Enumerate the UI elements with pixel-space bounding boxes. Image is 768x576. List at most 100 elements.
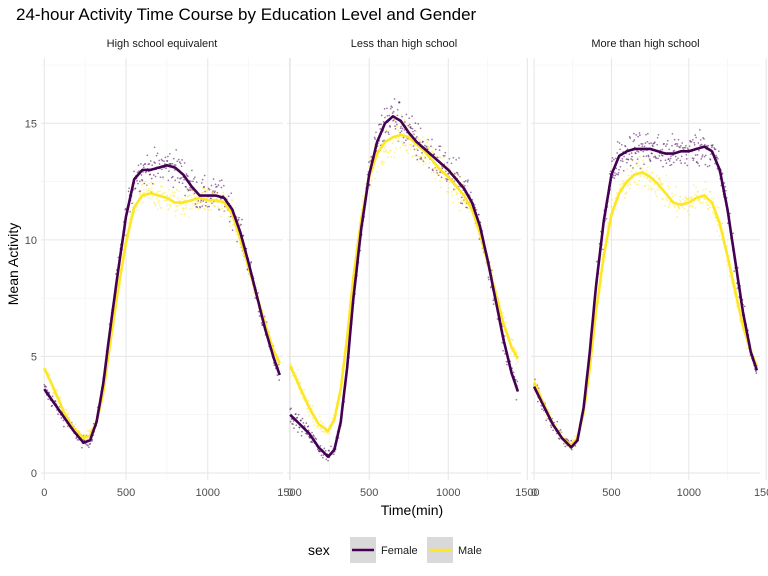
data-point [204,204,207,207]
data-point [642,162,645,164]
data-point [681,206,684,209]
data-point [468,208,470,210]
data-point [426,141,429,144]
data-point [626,161,628,164]
data-point [47,398,50,401]
data-point [319,450,321,453]
data-point [322,456,324,459]
data-point [278,367,281,369]
data-point [219,180,221,182]
data-point [665,174,668,177]
data-point [148,163,151,165]
data-point [328,449,330,452]
data-point [229,219,232,221]
data-point [634,170,637,173]
data-point [300,434,303,437]
data-point [696,154,699,156]
data-point [217,184,220,186]
data-point [646,132,649,135]
data-point [704,198,706,201]
data-point [659,179,662,181]
data-point [666,199,669,201]
data-point [671,144,673,147]
data-point [62,419,65,422]
data-point [697,162,699,165]
data-point [332,453,335,456]
data-point [636,165,639,167]
data-point [466,206,468,209]
data-point [76,439,79,441]
data-point [439,179,441,182]
data-point [151,164,154,167]
data-point [322,454,325,456]
data-point [410,127,412,130]
data-point [691,138,694,141]
data-point [380,123,383,126]
data-point [571,438,574,441]
data-point [715,154,717,157]
data-point [75,427,78,430]
smooth-line-male [43,191,281,440]
data-point [666,143,668,145]
data-point [173,169,176,171]
data-point [662,183,664,185]
data-point [676,145,678,147]
data-point [127,190,130,193]
data-point [629,183,632,186]
data-point [145,188,148,191]
data-point [155,154,158,157]
data-point [667,158,670,160]
data-point [427,138,430,141]
data-point [78,429,80,432]
data-point [701,154,704,156]
data-point [655,188,658,191]
data-point [698,149,700,152]
data-point [645,133,647,136]
data-point [416,149,419,152]
data-point [692,157,695,160]
data-point [396,140,399,142]
data-point [430,145,432,148]
data-point [403,119,406,122]
data-point [201,187,204,190]
data-point [717,223,719,226]
data-point [164,191,166,194]
data-point [202,203,205,206]
data-point [379,128,382,130]
data-point [679,201,682,203]
data-point [237,218,240,221]
data-point [633,139,636,141]
data-point [710,153,712,155]
data-point [684,200,686,203]
data-point [158,163,161,165]
data-point [499,304,502,307]
data-point [713,213,716,216]
data-point [156,152,159,155]
data-point [257,292,259,294]
data-point [717,150,720,153]
data-point [378,144,380,147]
data-point [387,151,390,154]
data-point [630,170,633,173]
data-point [424,155,427,158]
data-point [688,213,690,216]
data-point [91,438,94,441]
data-point [278,379,281,381]
data-point [312,405,314,407]
data-point [725,264,728,267]
data-point [234,206,236,209]
data-point [402,136,405,139]
data-point [380,160,383,162]
facet-strip-label: High school equivalent [107,38,218,50]
data-point [711,146,713,149]
data-point [613,158,615,161]
data-point [409,148,412,151]
data-point [699,201,702,204]
data-point [659,159,662,162]
data-point [181,159,183,161]
facet-strip-label: Less than high school [351,38,457,50]
data-point [611,157,614,159]
data-point [446,178,449,181]
data-point [168,170,170,173]
data-point [608,173,611,175]
